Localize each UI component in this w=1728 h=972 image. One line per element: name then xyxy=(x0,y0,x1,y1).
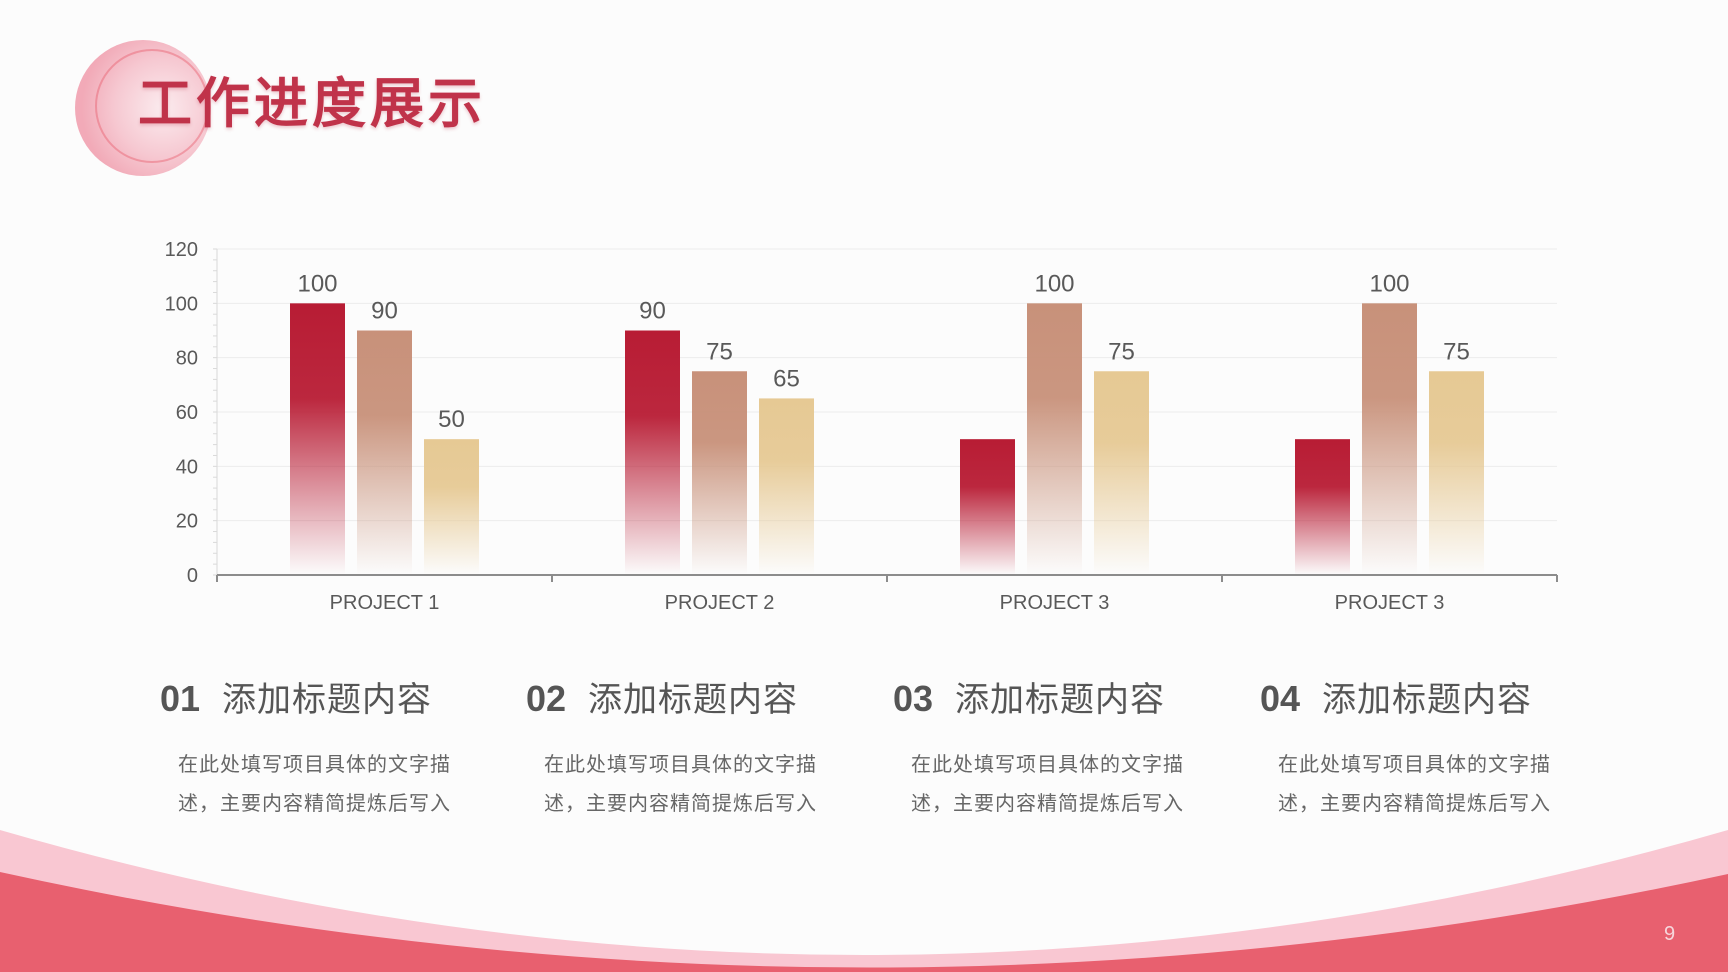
item-description: 在此处填写项目具体的文字描述，主要内容精简提炼后写入 xyxy=(911,752,1184,815)
bar xyxy=(290,303,345,575)
item-number: 03 xyxy=(893,678,934,719)
y-tick-label: 60 xyxy=(176,402,198,424)
item-number: 04 xyxy=(1260,678,1301,719)
item-title: 添加标题内容 xyxy=(1322,680,1532,720)
item-number: 01 xyxy=(160,678,201,719)
item-description: 在此处填写项目具体的文字描述，主要内容精简提炼后写入 xyxy=(544,752,817,815)
x-category-label: PROJECT 1 xyxy=(330,592,440,614)
content-item-4: 04 添加标题内容 在此处填写项目具体的文字描述，主要内容精简提炼后写入 xyxy=(1260,672,1590,823)
x-category-label: PROJECT 2 xyxy=(665,592,775,614)
y-tick-label: 20 xyxy=(176,511,198,533)
data-label: 90 xyxy=(371,298,398,325)
data-label: 100 xyxy=(1369,270,1409,297)
content-item-1: 01 添加标题内容 在此处填写项目具体的文字描述，主要内容精简提炼后写入 xyxy=(160,672,490,823)
data-label: 100 xyxy=(1034,270,1074,297)
page-number: 9 xyxy=(1664,923,1676,945)
item-title: 添加标题内容 xyxy=(955,680,1165,720)
bottom-wave-dark xyxy=(0,872,1728,972)
item-description: 在此处填写项目具体的文字描述，主要内容精简提炼后写入 xyxy=(178,752,451,815)
y-tick-label: 0 xyxy=(187,565,198,587)
y-tick-label: 120 xyxy=(165,239,198,261)
y-tick-label: 100 xyxy=(165,293,198,315)
y-tick-label: 80 xyxy=(176,348,198,370)
bar xyxy=(357,330,412,575)
bar xyxy=(1094,371,1149,575)
y-tick-label: 40 xyxy=(176,456,198,478)
bar xyxy=(960,439,1015,575)
bar xyxy=(759,398,814,575)
title-decor-circle xyxy=(75,40,211,176)
data-label: 65 xyxy=(773,365,800,392)
bar xyxy=(625,330,680,575)
slide-title: 工作进度展示 xyxy=(138,72,486,135)
item-description: 在此处填写项目具体的文字描述，主要内容精简提炼后写入 xyxy=(1278,752,1551,815)
x-category-label: PROJECT 3 xyxy=(1335,592,1445,614)
bar xyxy=(692,371,747,575)
bar xyxy=(424,439,479,575)
bar xyxy=(1429,371,1484,575)
bottom-wave-light xyxy=(0,830,1728,972)
item-title: 添加标题内容 xyxy=(222,680,432,720)
data-label: 100 xyxy=(297,270,337,297)
bar-chart: 0 20 40 60 80 100 120 100 90 50 PROJECT 1 90 75 65 PRO… xyxy=(165,239,1558,614)
item-number: 02 xyxy=(526,678,567,719)
content-item-3: 03 添加标题内容 在此处填写项目具体的文字描述，主要内容精简提炼后写入 xyxy=(893,672,1223,823)
content-item-2: 02 添加标题内容 在此处填写项目具体的文字描述，主要内容精简提炼后写入 xyxy=(526,672,856,823)
item-title: 添加标题内容 xyxy=(588,680,798,720)
title-decor-ring xyxy=(95,49,209,163)
bar xyxy=(1295,439,1350,575)
data-label: 90 xyxy=(639,298,666,325)
x-category-label: PROJECT 3 xyxy=(1000,592,1110,614)
bar xyxy=(1362,303,1417,575)
data-label: 75 xyxy=(706,338,733,365)
data-label: 75 xyxy=(1443,338,1470,365)
data-label: 75 xyxy=(1108,338,1135,365)
data-label: 50 xyxy=(438,406,465,433)
bar xyxy=(1027,303,1082,575)
